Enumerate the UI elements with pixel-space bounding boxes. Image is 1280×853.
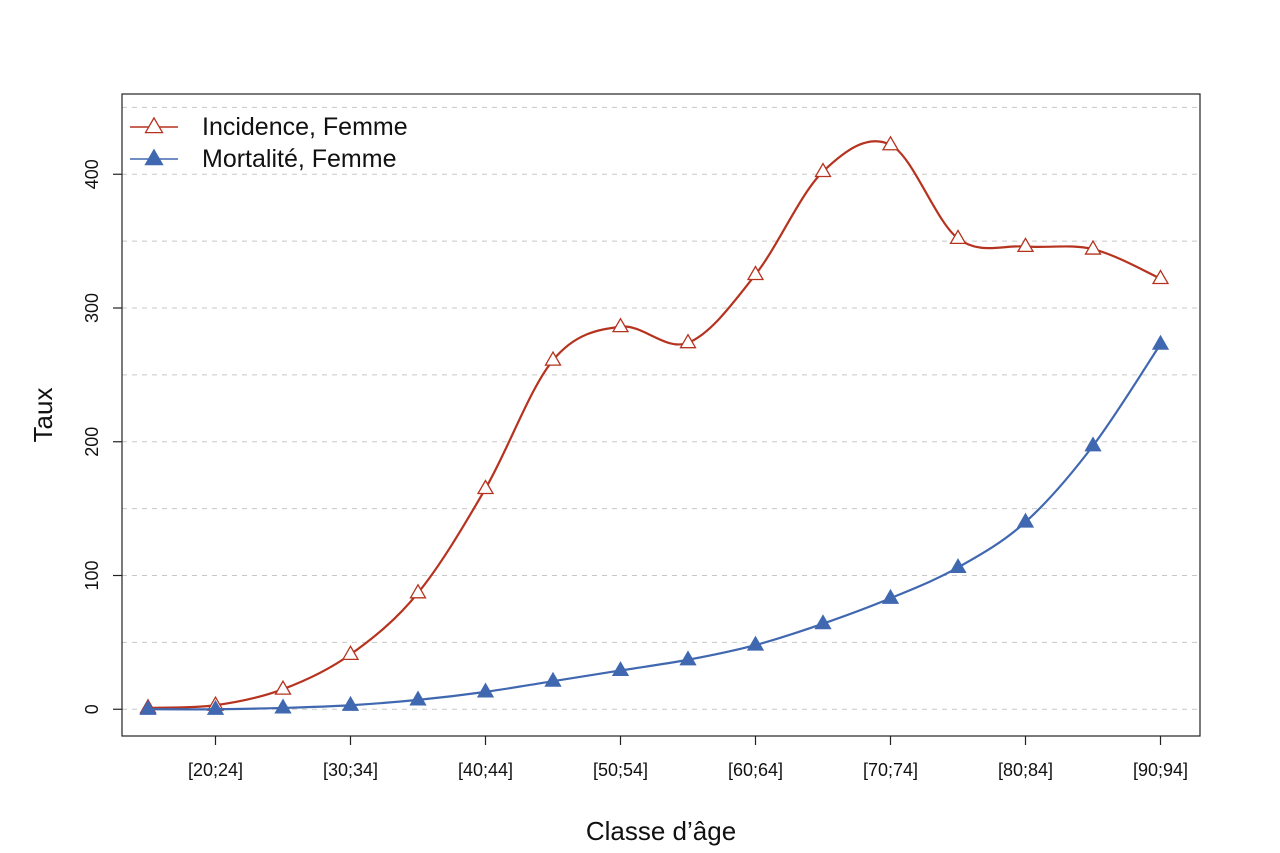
x-tick-label: [80;84] [998, 760, 1053, 780]
data-point [746, 635, 765, 651]
legend-label: Mortalité, Femme [202, 145, 396, 173]
plot-frame [121, 93, 1201, 737]
y-tick-label: 200 [82, 427, 102, 457]
data-point [206, 699, 225, 715]
x-tick-label: [60;64] [728, 760, 783, 780]
gridlines [122, 106, 1200, 710]
y-axis: 0 100 200 300 400 [82, 159, 122, 714]
y-axis-title: Taux [28, 388, 58, 443]
data-point [1016, 237, 1035, 253]
x-tick-label: [40;44] [458, 760, 513, 780]
data-point [341, 695, 360, 711]
data-point [341, 645, 360, 660]
x-tick-label: [70;74] [863, 760, 918, 780]
y-tick-label: 400 [82, 159, 102, 189]
data-point [274, 698, 292, 714]
data-point [1016, 512, 1035, 528]
series-line [147, 343, 1162, 711]
y-tick-label: 0 [82, 704, 102, 714]
data-point [544, 671, 562, 687]
x-tick-label: [30;34] [323, 760, 378, 780]
data-point [274, 679, 292, 695]
legend: Incidence, Femme Mortalité, Femme [130, 113, 408, 173]
data-point [949, 558, 967, 574]
data-point [679, 650, 697, 666]
data-point [1084, 239, 1102, 255]
legend-item: Incidence, Femme [130, 113, 408, 141]
data-point [746, 265, 765, 281]
series-line [147, 140, 1161, 710]
x-tick-label: [50;54] [593, 760, 648, 780]
data-point [814, 162, 832, 178]
legend-marker [144, 116, 164, 134]
data-point [1151, 334, 1170, 350]
data-point [949, 229, 967, 245]
data-point [409, 690, 427, 706]
data-point [679, 333, 697, 349]
data-point [544, 350, 562, 366]
x-axis-title: Classe d’âge [586, 816, 736, 846]
series-2 [139, 334, 1170, 715]
y-tick-label: 100 [82, 560, 102, 590]
legend-item: Mortalité, Femme [130, 145, 396, 173]
data-point [476, 479, 495, 495]
data-point [139, 699, 157, 715]
x-tick-label: [90;94] [1133, 760, 1188, 780]
x-axis: [20;24] [30;34] [40;44] [50;54] [60;64] [70;7… [188, 736, 1188, 780]
legend-marker [144, 148, 164, 166]
data-point [1084, 436, 1102, 452]
data-point [881, 135, 900, 151]
data-point [881, 588, 900, 604]
data-point [409, 583, 427, 599]
data-point [611, 317, 630, 333]
data-point [611, 661, 630, 677]
data-point [1151, 269, 1170, 285]
data-point [476, 682, 495, 698]
series-layer [139, 135, 1170, 715]
legend-label: Incidence, Femme [202, 113, 408, 141]
x-tick-label: [20;24] [188, 760, 243, 780]
series-1 [139, 135, 1170, 714]
y-tick-label: 300 [82, 293, 102, 323]
data-point [814, 614, 832, 630]
